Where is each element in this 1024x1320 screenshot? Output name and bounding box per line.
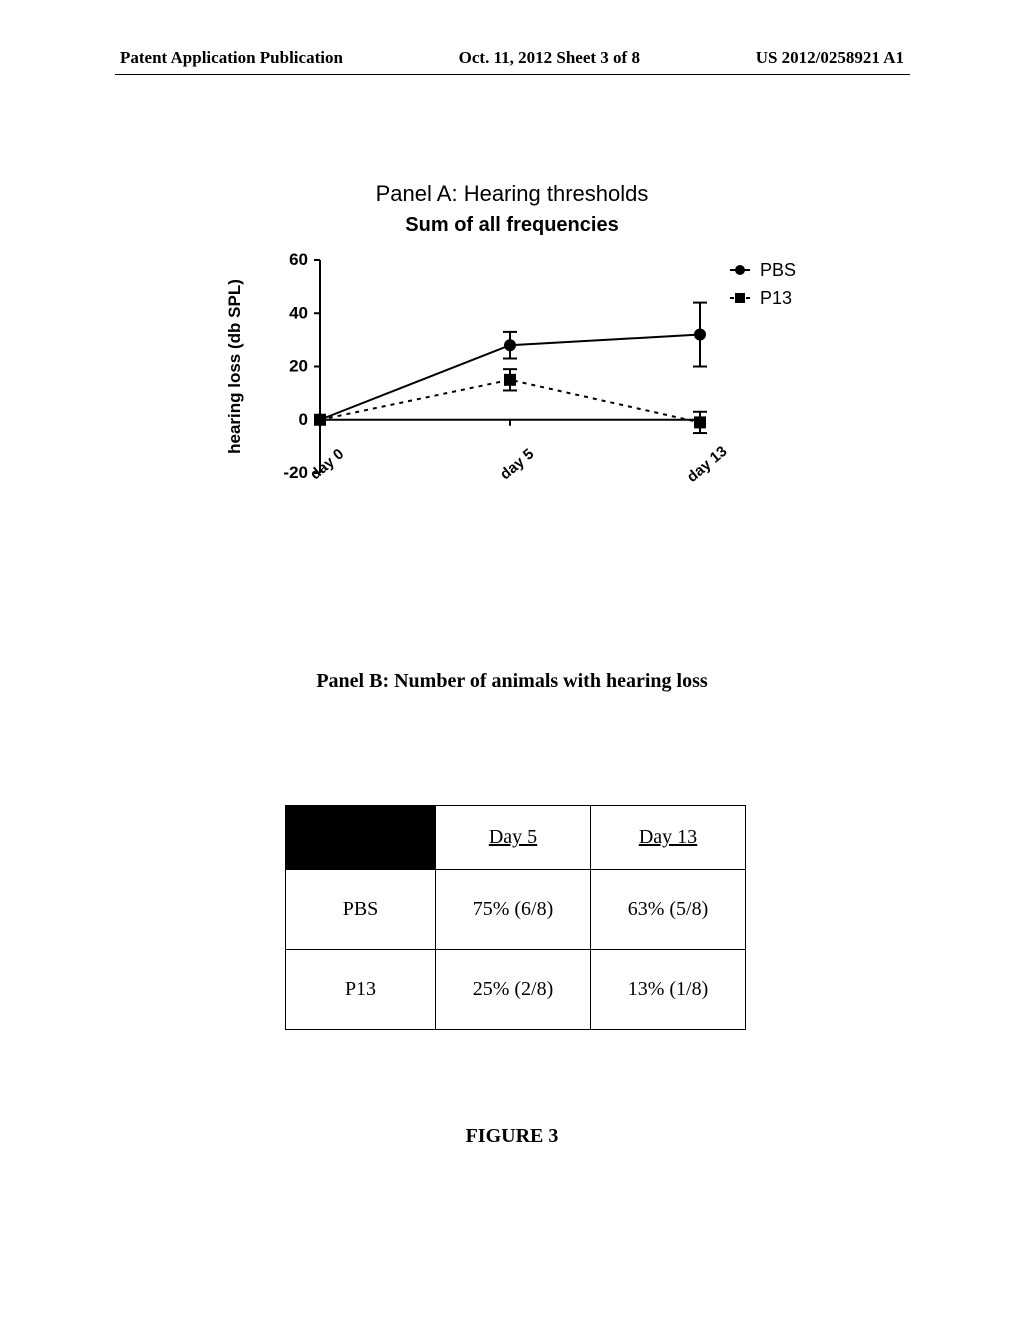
panel-b-title: Panel B: Number of animals with hearing … (0, 670, 1024, 693)
hearing-threshold-chart: -20 0 20 40 60 day 0 day 5 day 13 hearing loss (… (210, 248, 850, 553)
header-center: Oct. 11, 2012 Sheet 3 of 8 (459, 48, 640, 68)
table-cell-group: PBS (286, 870, 436, 950)
table-cell: 25% (2/8) (436, 950, 591, 1030)
svg-text:P13: P13 (760, 288, 792, 308)
table-header-day13: Day 13 (591, 806, 746, 870)
svg-text:hearing loss (db SPL): hearing loss (db SPL) (225, 279, 244, 454)
hearing-loss-table: Day 5 Day 13 PBS 75% (6/8) 63% (5/8) P13… (285, 805, 746, 1030)
svg-text:0: 0 (299, 410, 308, 429)
table-cell: 75% (6/8) (436, 870, 591, 950)
header-rule (115, 74, 910, 75)
svg-text:day 13: day 13 (684, 443, 731, 486)
svg-text:PBS: PBS (760, 260, 796, 280)
table-header-blank (286, 806, 436, 870)
table-cell-group: P13 (286, 950, 436, 1030)
figure-label: FIGURE 3 (0, 1125, 1024, 1148)
table-cell: 63% (5/8) (591, 870, 746, 950)
panel-a-subtitle: Sum of all frequencies (0, 214, 1024, 237)
svg-text:day 0: day 0 (307, 445, 347, 483)
table-header-row: Day 5 Day 13 (286, 806, 746, 870)
header-left: Patent Application Publication (120, 48, 343, 68)
table-row: P13 25% (2/8) 13% (1/8) (286, 950, 746, 1030)
svg-text:20: 20 (289, 357, 308, 376)
table-cell: 13% (1/8) (591, 950, 746, 1030)
page-header: Patent Application Publication Oct. 11, … (0, 48, 1024, 68)
table-row: PBS 75% (6/8) 63% (5/8) (286, 870, 746, 950)
table-header-day5: Day 5 (436, 806, 591, 870)
svg-text:40: 40 (289, 303, 308, 322)
svg-text:-20: -20 (283, 463, 308, 482)
svg-text:day 5: day 5 (497, 445, 537, 483)
panel-a-title: Panel A: Hearing thresholds (0, 181, 1024, 207)
chart-svg: -20 0 20 40 60 day 0 day 5 day 13 hearing loss (… (210, 248, 850, 553)
header-right: US 2012/0258921 A1 (756, 48, 904, 68)
svg-text:60: 60 (289, 250, 308, 269)
